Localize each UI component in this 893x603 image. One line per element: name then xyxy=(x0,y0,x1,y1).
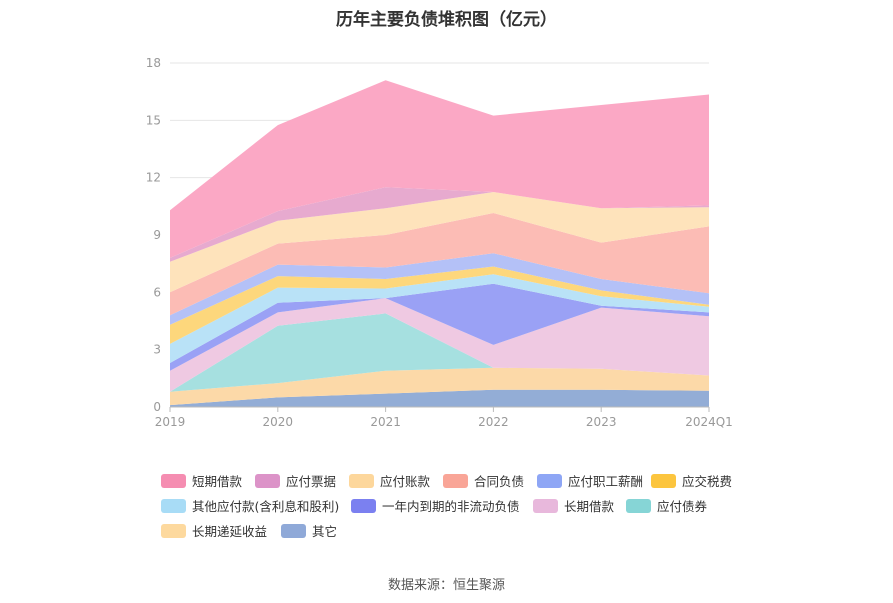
legend-swatch xyxy=(161,523,186,538)
area-series-5 xyxy=(170,274,709,363)
chart-title: 历年主要负债堆积图（亿元） xyxy=(336,10,557,30)
legend-swatch xyxy=(161,498,186,513)
legend-item[interactable]: 其他应付款(含利息和股利) xyxy=(161,496,339,515)
legend-label: 其它 xyxy=(312,524,338,539)
legend-item[interactable]: 一年内到期的非流动负债 xyxy=(351,496,520,515)
legend-swatch xyxy=(351,498,376,513)
legend-label: 应付债券 xyxy=(657,499,708,514)
x-tick-label: 2021 xyxy=(370,415,401,429)
x-tick-label: 2020 xyxy=(263,415,294,429)
legend-item[interactable]: 其它 xyxy=(281,521,337,540)
area-series-9 xyxy=(170,192,709,293)
legend-item[interactable]: 短期借款 xyxy=(161,471,242,490)
legend-swatch xyxy=(533,498,558,513)
x-tick-label: 2022 xyxy=(478,415,509,429)
legend-label: 一年内到期的非流动负债 xyxy=(382,499,520,514)
y-tick-label: 15 xyxy=(146,113,161,127)
legend-label: 其他应付款(含利息和股利) xyxy=(192,499,340,514)
legend-swatch xyxy=(443,473,468,488)
y-tick-label: 3 xyxy=(153,343,161,357)
legend-item[interactable]: 合同负债 xyxy=(443,471,524,490)
x-tick-label: 2024Q1 xyxy=(685,415,733,429)
legend-item[interactable]: 应付票据 xyxy=(255,471,336,490)
legend-label: 应付账款 xyxy=(380,474,431,489)
legend-label: 应交税费 xyxy=(682,474,733,489)
y-tick-label: 0 xyxy=(153,400,161,414)
y-tick-label: 12 xyxy=(146,171,161,185)
data-source-note: 数据来源：恒生聚源 xyxy=(387,578,505,593)
legend-swatch xyxy=(255,473,280,488)
chart-plot-area: 0 3 6 9 12 15 18 2019 2020 2021 2022 2023 2024Q1 xyxy=(146,56,733,429)
legend-label: 长期递延收益 xyxy=(192,524,268,539)
y-tick-label: 9 xyxy=(153,228,161,242)
legend-label: 短期借款 xyxy=(192,474,243,489)
legend-swatch xyxy=(349,473,374,488)
legend-label: 合同负债 xyxy=(474,474,525,489)
legend-swatch xyxy=(626,498,651,513)
legend-item[interactable]: 长期递延收益 xyxy=(161,521,267,540)
area-series-8 xyxy=(170,213,709,316)
legend-item[interactable]: 长期借款 xyxy=(533,496,614,515)
area-series-1 xyxy=(170,367,709,406)
legend-swatch xyxy=(161,473,186,488)
legend-swatch xyxy=(281,523,306,538)
area-series-0 xyxy=(170,389,709,407)
legend-swatch xyxy=(651,473,676,488)
area-series-2 xyxy=(170,313,709,392)
legend-item[interactable]: 应交税费 xyxy=(651,471,732,490)
area-series-10 xyxy=(170,187,709,262)
area-series-3 xyxy=(170,298,709,392)
legend-swatch xyxy=(537,473,562,488)
legend-item[interactable]: 应付账款 xyxy=(349,471,430,490)
area-series-7 xyxy=(170,253,709,325)
area-series-11 xyxy=(170,80,709,258)
area-series-6 xyxy=(170,266,709,344)
legend-item[interactable]: 应付债券 xyxy=(626,496,707,515)
y-tick-label: 18 xyxy=(146,56,161,70)
area-series-4 xyxy=(170,283,709,371)
legend-label: 长期借款 xyxy=(564,499,615,514)
legend-item[interactable]: 应付职工薪酬 xyxy=(537,471,643,490)
x-tick-label: 2019 xyxy=(155,415,186,429)
legend-label: 应付票据 xyxy=(286,474,337,489)
y-tick-label: 6 xyxy=(153,285,161,299)
legend-label: 应付职工薪酬 xyxy=(568,474,644,489)
x-tick-label: 2023 xyxy=(586,415,617,429)
